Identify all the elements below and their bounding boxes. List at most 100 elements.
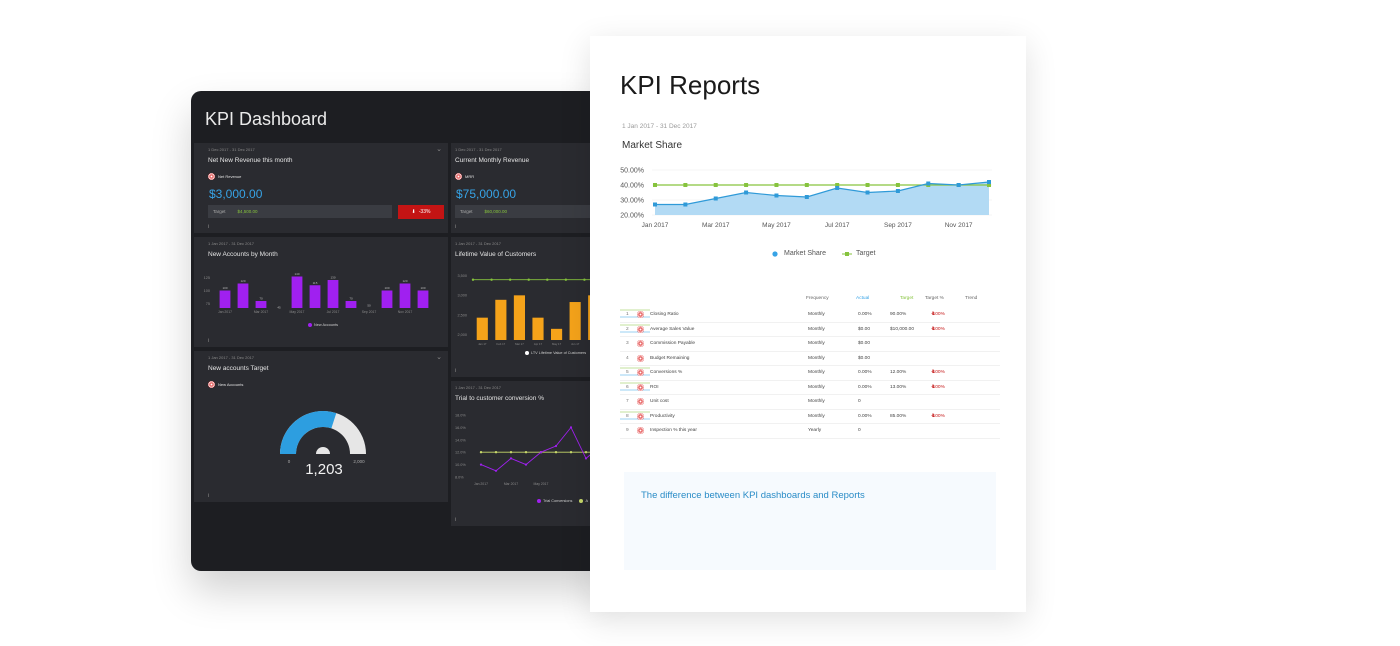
- target-point: [865, 183, 870, 187]
- header-target: Target: [900, 296, 914, 301]
- row-kpi-name: Unit cost: [650, 399, 669, 404]
- market-share-point: [804, 195, 809, 199]
- row-trend-sparkline: [620, 367, 650, 376]
- chart-legend: New Accounts: [308, 323, 338, 327]
- table-row[interactable]: 8 Productivity Monthly 0.00% 85.00% ⬇ -100%: [620, 410, 1000, 424]
- table-body: 1 Closing Ratio Monthly 0.00% 90.00% ⬇ -100% 2…: [620, 308, 1000, 439]
- target-row: Target $4,500.00: [208, 205, 392, 218]
- accounts-target-panel[interactable]: 1 Jan 2017 - 31 Dec 2017 ⌄ New accounts …: [194, 351, 448, 502]
- x-tick-label: Sep 2017: [884, 222, 912, 229]
- table-row[interactable]: 9 Inspection % this year Yearly 0: [620, 424, 1000, 439]
- info-icon[interactable]: i: [455, 224, 457, 230]
- bar-data-label: 100: [420, 286, 425, 290]
- conversion-panel[interactable]: 1 Jan 2017 - 31 Dec 2017 Trial to custom…: [451, 381, 611, 526]
- ltv-panel[interactable]: 1 Jan 2017 - 31 Dec 2017 Lifetime Value …: [451, 237, 611, 377]
- x-tick-label: Mar 2017: [254, 310, 268, 314]
- revenue-panel[interactable]: 1 Dec 2017 - 31 Dec 2017 ⌄ Net New Reven…: [194, 143, 448, 233]
- conversion-point: [569, 426, 573, 429]
- row-actual: $0.00: [858, 326, 871, 332]
- row-actual: 0.00%: [858, 370, 872, 375]
- y-tick-label: 3,000: [457, 294, 467, 298]
- y-tick-label: 8.0%: [455, 476, 464, 480]
- row-actual: 0.00%: [858, 384, 872, 390]
- reference-point: [584, 451, 588, 454]
- y-tick-label: 2,500: [457, 313, 467, 317]
- x-tick-label: Jul 2017: [327, 310, 340, 314]
- conversion-point: [494, 469, 498, 472]
- row-divider: [620, 350, 1000, 352]
- table-row[interactable]: 5 Conversions % Monthly 0.00% 12.00% ⬇ -100%: [620, 366, 1000, 381]
- target-point: [564, 278, 568, 281]
- accounts-panel[interactable]: 1 Jan 2017 - 31 Dec 2017 New Accounts by…: [194, 237, 448, 347]
- table-row[interactable]: 1 Closing Ratio Monthly 0.00% 90.00% ⬇ -100%: [620, 308, 1000, 323]
- table-row[interactable]: 7 Unit cost Monthly 0: [620, 395, 1000, 410]
- conversion-point: [479, 463, 483, 466]
- bar: [417, 290, 429, 308]
- mrr-panel[interactable]: 1 Dec 2017 - 31 Dec 2017 Current Monthly…: [451, 143, 611, 233]
- y-tick-label: 3,500: [457, 274, 467, 278]
- row-kpi-name: Commission Payable: [650, 341, 696, 346]
- bar-data-label: 100: [222, 286, 227, 290]
- row-divider: [620, 394, 1000, 395]
- legend-item-target[interactable]: Target: [842, 250, 876, 257]
- target-point: [744, 183, 749, 187]
- panel-title: New Accounts by Month: [208, 251, 278, 258]
- market-share-point: [774, 193, 779, 198]
- market-share-title: Market Share: [622, 140, 683, 151]
- legend-item-market-share[interactable]: Market Share: [770, 250, 826, 257]
- bar: [381, 290, 393, 308]
- legend-label: Market Share: [784, 250, 827, 257]
- bar: [495, 299, 507, 340]
- info-icon[interactable]: i: [208, 224, 210, 230]
- gauge-min-label: 0: [288, 459, 291, 464]
- row-frequency: Monthly: [808, 384, 825, 390]
- target-point: [527, 278, 530, 281]
- row-target: $10,000.00: [890, 326, 915, 332]
- info-icon[interactable]: i: [455, 368, 457, 374]
- row-kpi-name: Conversions %: [650, 370, 683, 375]
- target-point: [774, 183, 779, 187]
- down-arrow-icon: ⬇: [931, 312, 936, 317]
- bar-data-label: 70: [259, 297, 263, 301]
- chevron-down-icon[interactable]: ⌄: [436, 146, 442, 153]
- kpi-badge: New Accounts: [208, 381, 243, 388]
- x-tick-label: Jun 17: [571, 342, 580, 346]
- market-share-point: [926, 181, 931, 186]
- market-share-point: [956, 183, 961, 187]
- y-tick-label: 125: [204, 276, 210, 280]
- row-actual: 0.00%: [858, 413, 872, 419]
- info-icon[interactable]: i: [208, 493, 210, 499]
- row-index: 7: [626, 399, 629, 404]
- row-kpi-name: ROI: [650, 384, 659, 390]
- info-icon[interactable]: i: [208, 338, 210, 344]
- bar: [219, 290, 231, 308]
- legend-swatch: [525, 351, 529, 355]
- row-frequency: Monthly: [808, 413, 825, 419]
- panel-title: Net New Revenue this month: [208, 157, 293, 164]
- info-icon[interactable]: i: [455, 517, 457, 523]
- legend-swatch: [308, 323, 312, 327]
- table-row[interactable]: 6 ROI Monthly 0.00% 13.00% ⬇ -100%: [620, 381, 1000, 395]
- target-point: [546, 278, 549, 281]
- x-tick-label: Nov 2017: [945, 222, 973, 229]
- x-tick-label: Mar 2017: [504, 482, 518, 486]
- x-tick-label: Jan 2017: [474, 482, 488, 486]
- y-tick-label: 30.00%: [620, 198, 644, 205]
- table-row[interactable]: 2 Average Sales Value Monthly $0.00 $10,000.…: [620, 323, 1000, 337]
- row-actual: $0.00: [858, 341, 871, 346]
- kpi-dashboard-window: KPI Dashboard 1 Dec 2017 - 31 Dec 2017 ⌄…: [191, 91, 611, 571]
- panel-title: Trial to customer conversion %: [455, 395, 544, 402]
- bar: [327, 280, 339, 308]
- kpi-badge: Net Revenue: [208, 173, 241, 180]
- chevron-down-icon[interactable]: ⌄: [436, 354, 442, 361]
- header-target-pct: Target %: [925, 296, 944, 301]
- table-row[interactable]: 3 Commission Payable Monthly $0.00: [620, 337, 1000, 352]
- row-target: 85.00%: [890, 413, 907, 419]
- info-link[interactable]: The difference between KPI dashboards an…: [641, 490, 865, 501]
- x-tick-label: Apr 17: [534, 342, 543, 346]
- report-title: KPI Reports: [620, 70, 761, 100]
- bar-data-label: 120: [240, 279, 245, 283]
- table-row[interactable]: 4 Budget Remaining Monthly $0.00: [620, 352, 1000, 366]
- bar: [513, 295, 525, 340]
- reference-point: [569, 451, 573, 454]
